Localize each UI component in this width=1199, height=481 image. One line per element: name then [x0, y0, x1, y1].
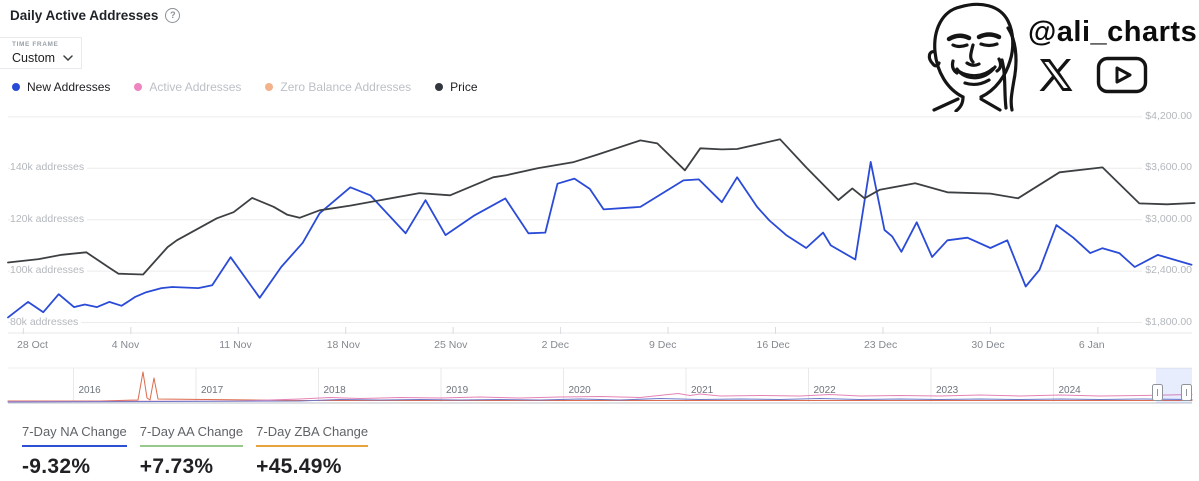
timeframe-value: Custom [12, 51, 56, 65]
x-axis-date-label: 9 Dec [649, 339, 677, 351]
stat-label: 7-Day AA Change [139, 424, 244, 447]
stat-cards: 7-Day NA Change -9.32% 7-Day AA Change +… [22, 424, 369, 479]
legend-label: Price [450, 80, 478, 94]
x-axis-date-label: 18 Nov [326, 339, 360, 351]
timeline-navigator[interactable] [0, 368, 1199, 404]
legend-item-zero-balance-addresses[interactable]: Zero Balance Addresses [265, 80, 411, 94]
x-axis-date-label: 28 Oct [17, 339, 48, 351]
x-axis-date-label: 4 Nov [111, 339, 140, 351]
navigator-year-label: 2018 [323, 385, 346, 396]
stat-aa-change: 7-Day AA Change +7.73% [139, 424, 244, 479]
navigator-year-label: 2022 [813, 385, 836, 396]
active-addresses-dot-icon [134, 83, 143, 91]
y-axis-label-right: $1,800.00 [1142, 315, 1192, 328]
watermark-handle: @ali_charts [1028, 16, 1198, 48]
timeframe-label: TIME FRAME [12, 41, 59, 48]
legend-item-active-addresses[interactable]: Active Addresses [134, 80, 241, 94]
help-icon[interactable]: ? [165, 8, 181, 23]
legend-label: New Addresses [27, 80, 111, 94]
watermark: @ali_charts [920, 0, 1198, 113]
navigator-year-label: 2020 [568, 385, 591, 396]
timeframe-selector[interactable]: TIME FRAME Custom [0, 37, 82, 69]
navigator-year-label: 2021 [691, 385, 714, 396]
stat-label: 7-Day NA Change [22, 424, 127, 447]
chevron-down-icon [63, 55, 73, 61]
legend-label: Active Addresses [149, 80, 242, 94]
x-logo-icon [1039, 59, 1073, 91]
legend-item-new-addresses[interactable]: New Addresses [12, 80, 110, 94]
y-axis-label-right: $4,200.00 [1142, 109, 1192, 122]
zero-balance-addresses-dot-icon [265, 83, 274, 91]
stat-zba-change: 7-Day ZBA Change +45.49% [256, 424, 369, 479]
y-axis-label-right: $3,000.00 [1142, 212, 1192, 225]
new-addresses-dot-icon [12, 83, 20, 91]
navigator-year-label: 2016 [78, 385, 101, 396]
navigator-right-handle-icon[interactable] [1181, 384, 1192, 401]
y-axis-label-left: 120k addresses [10, 212, 88, 225]
x-axis-date-label: 6 Jan [1078, 339, 1105, 351]
x-axis-date-label: 23 Dec [863, 339, 898, 351]
price-dot-icon [435, 83, 444, 91]
y-axis-label-left: 140k addresses [10, 161, 88, 174]
legend-item-price[interactable]: Price [435, 80, 478, 94]
stat-value: +45.49% [256, 455, 342, 478]
legend-label: Zero Balance Addresses [280, 80, 412, 94]
x-axis-date-label: 30 Dec [971, 339, 1005, 351]
face-sketch-icon [927, 2, 1018, 113]
y-axis-label-right: $2,400.00 [1142, 264, 1192, 277]
y-axis-label-left: 80k addresses [10, 315, 82, 328]
navigator-year-label: 2024 [1058, 385, 1081, 396]
navigator-year-label: 2023 [936, 385, 959, 396]
y-axis-label-right: $3,600.00 [1142, 161, 1192, 174]
x-axis-date-label: 16 Dec [756, 339, 790, 351]
main-chart-plot[interactable] [0, 105, 1199, 355]
stat-value: +7.73% [139, 455, 214, 478]
legend: New Addresses Active Addresses Zero Bala… [12, 80, 478, 94]
y-axis-label-left: 100k addresses [10, 264, 88, 277]
youtube-logo-icon [1096, 56, 1148, 94]
navigator-left-handle-icon[interactable] [1151, 384, 1163, 401]
x-axis-date-label: 2 Dec [541, 339, 570, 351]
x-axis-date-label: 25 Nov [434, 339, 468, 351]
navigator-year-label: 2019 [446, 385, 469, 396]
navigator-year-label: 2017 [201, 385, 224, 396]
stat-label: 7-Day ZBA Change [256, 424, 369, 447]
x-axis-date-label: 11 Nov [219, 339, 252, 351]
stat-value: -9.32% [22, 455, 91, 478]
page-title: Daily Active Addresses [10, 8, 159, 23]
stat-na-change: 7-Day NA Change -9.32% [22, 424, 127, 479]
